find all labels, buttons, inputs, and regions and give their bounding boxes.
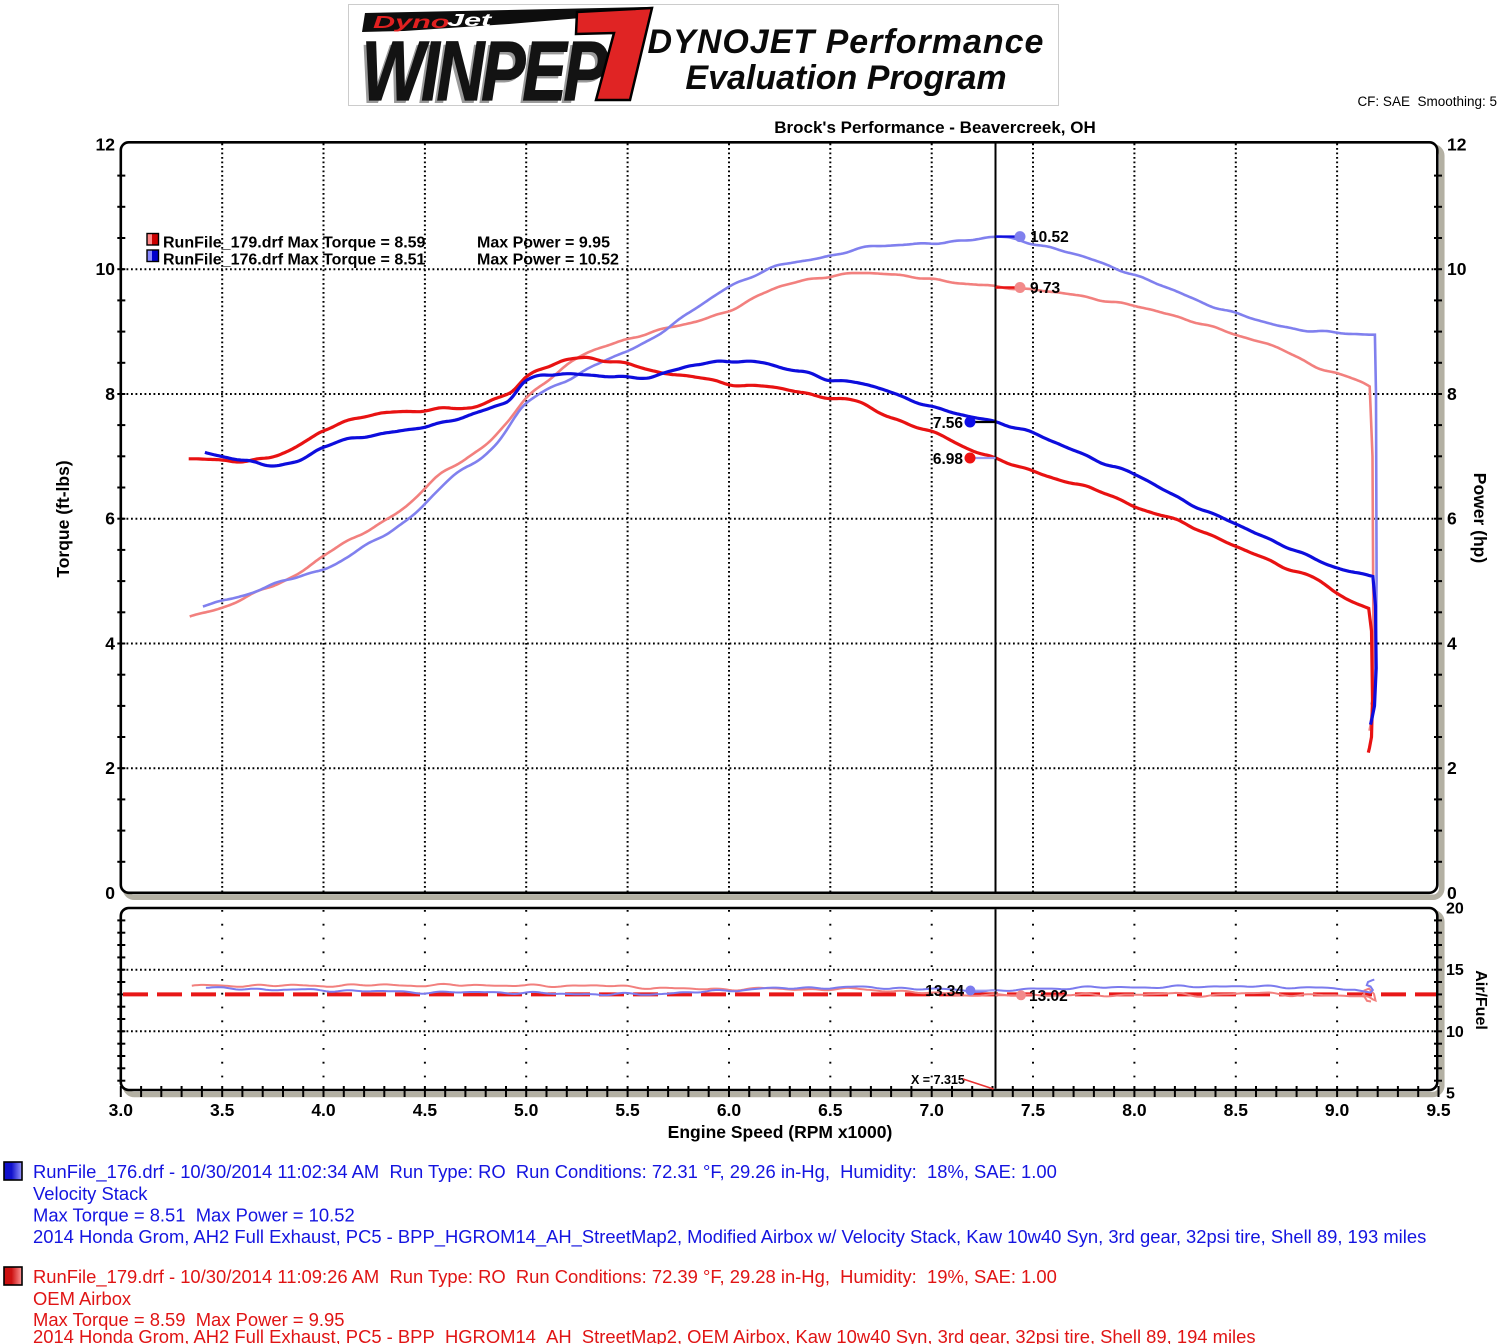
svg-text:12: 12 bbox=[1447, 134, 1467, 154]
svg-text:X = 7.315: X = 7.315 bbox=[911, 1073, 965, 1087]
svg-text:13.02: 13.02 bbox=[1029, 988, 1068, 1005]
svg-text:6: 6 bbox=[105, 509, 115, 529]
svg-text:0: 0 bbox=[1447, 883, 1457, 903]
svg-text:10: 10 bbox=[1447, 259, 1467, 279]
svg-text:6: 6 bbox=[1447, 509, 1457, 529]
svg-text:Evaluation Program: Evaluation Program bbox=[685, 59, 1006, 97]
svg-text:2: 2 bbox=[1447, 758, 1457, 778]
svg-text:Velocity Stack: Velocity Stack bbox=[33, 1183, 148, 1204]
svg-text:Max Power = 10.52: Max Power = 10.52 bbox=[477, 252, 619, 269]
svg-text:2014 Honda Grom, AH2 Full Exha: 2014 Honda Grom, AH2 Full Exhaust, PC5 -… bbox=[33, 1326, 1256, 1344]
svg-text:5: 5 bbox=[1446, 1086, 1455, 1103]
svg-text:Air/Fuel: Air/Fuel bbox=[1472, 970, 1489, 1030]
svg-text:Torque (ft-lbs): Torque (ft-lbs) bbox=[53, 460, 73, 577]
svg-text:RunFile_179.drf Max Torque = 8: RunFile_179.drf Max Torque = 8.59 bbox=[163, 235, 426, 252]
svg-text:RunFile_179.drf - 10/30/2014 1: RunFile_179.drf - 10/30/2014 11:09:26 AM… bbox=[33, 1266, 1057, 1288]
svg-text:Max Torque = 8.51 Max Power =: Max Torque = 8.51 Max Power = 10.52 bbox=[33, 1205, 355, 1226]
svg-text:3.0: 3.0 bbox=[109, 1100, 134, 1120]
svg-text:DYNOJET Performance: DYNOJET Performance bbox=[648, 23, 1045, 61]
svg-text:10.52: 10.52 bbox=[1030, 229, 1069, 246]
svg-text:9.0: 9.0 bbox=[1325, 1100, 1350, 1120]
svg-text:6.5: 6.5 bbox=[818, 1100, 843, 1120]
svg-text:Power (hp): Power (hp) bbox=[1470, 473, 1490, 563]
svg-text:4.5: 4.5 bbox=[413, 1100, 438, 1120]
svg-text:WINPEP: WINPEP bbox=[362, 25, 608, 105]
svg-text:12: 12 bbox=[96, 134, 116, 154]
svg-text:Engine Speed (RPM x1000): Engine Speed (RPM x1000) bbox=[668, 1122, 893, 1142]
svg-text:8: 8 bbox=[1447, 384, 1457, 404]
svg-text:2014 Honda Grom, AH2 Full Exha: 2014 Honda Grom, AH2 Full Exhaust, PC5 -… bbox=[33, 1226, 1426, 1248]
svg-text:4: 4 bbox=[1447, 634, 1457, 654]
svg-text:15: 15 bbox=[1446, 962, 1464, 979]
svg-text:10: 10 bbox=[96, 259, 116, 279]
svg-text:8.0: 8.0 bbox=[1122, 1100, 1147, 1120]
svg-text:8.5: 8.5 bbox=[1224, 1100, 1249, 1120]
svg-text:20: 20 bbox=[1446, 901, 1464, 918]
svg-text:4: 4 bbox=[105, 634, 115, 654]
svg-text:7.0: 7.0 bbox=[920, 1100, 945, 1120]
svg-text:RunFile_176.drf - 10/30/2014 1: RunFile_176.drf - 10/30/2014 11:02:34 AM… bbox=[33, 1161, 1057, 1183]
svg-text:3.5: 3.5 bbox=[210, 1100, 235, 1120]
svg-text:10: 10 bbox=[1446, 1024, 1464, 1041]
svg-text:CF: SAE Smoothing: 5: CF: SAE Smoothing: 5 bbox=[1357, 94, 1497, 109]
svg-text:Jet: Jet bbox=[447, 11, 493, 31]
svg-text:Max Power = 9.95: Max Power = 9.95 bbox=[477, 235, 610, 252]
svg-text:Max Torque = 8.59 Max Power =: Max Torque = 8.59 Max Power = 9.95 bbox=[33, 1309, 344, 1330]
svg-text:Dyno: Dyno bbox=[373, 13, 450, 33]
svg-text:9.5: 9.5 bbox=[1426, 1100, 1451, 1120]
svg-text:2: 2 bbox=[105, 758, 115, 778]
svg-text:Brock's Performance - Beavercr: Brock's Performance - Beavercreek, OH bbox=[774, 118, 1096, 137]
svg-text:13.34: 13.34 bbox=[925, 983, 964, 1000]
svg-text:7.5: 7.5 bbox=[1021, 1100, 1046, 1120]
svg-text:RunFile_176.drf Max Torque = 8: RunFile_176.drf Max Torque = 8.51 bbox=[163, 252, 426, 269]
svg-text:6.98: 6.98 bbox=[933, 451, 964, 468]
svg-text:4.0: 4.0 bbox=[311, 1100, 336, 1120]
svg-text:8: 8 bbox=[105, 384, 115, 404]
svg-text:5.5: 5.5 bbox=[615, 1100, 640, 1120]
svg-text:9.73: 9.73 bbox=[1030, 280, 1061, 297]
svg-text:OEM Airbox: OEM Airbox bbox=[33, 1288, 131, 1309]
svg-text:0: 0 bbox=[105, 883, 115, 903]
svg-text:5.0: 5.0 bbox=[514, 1100, 539, 1120]
svg-text:6.0: 6.0 bbox=[717, 1100, 742, 1120]
svg-text:7.56: 7.56 bbox=[933, 415, 964, 432]
